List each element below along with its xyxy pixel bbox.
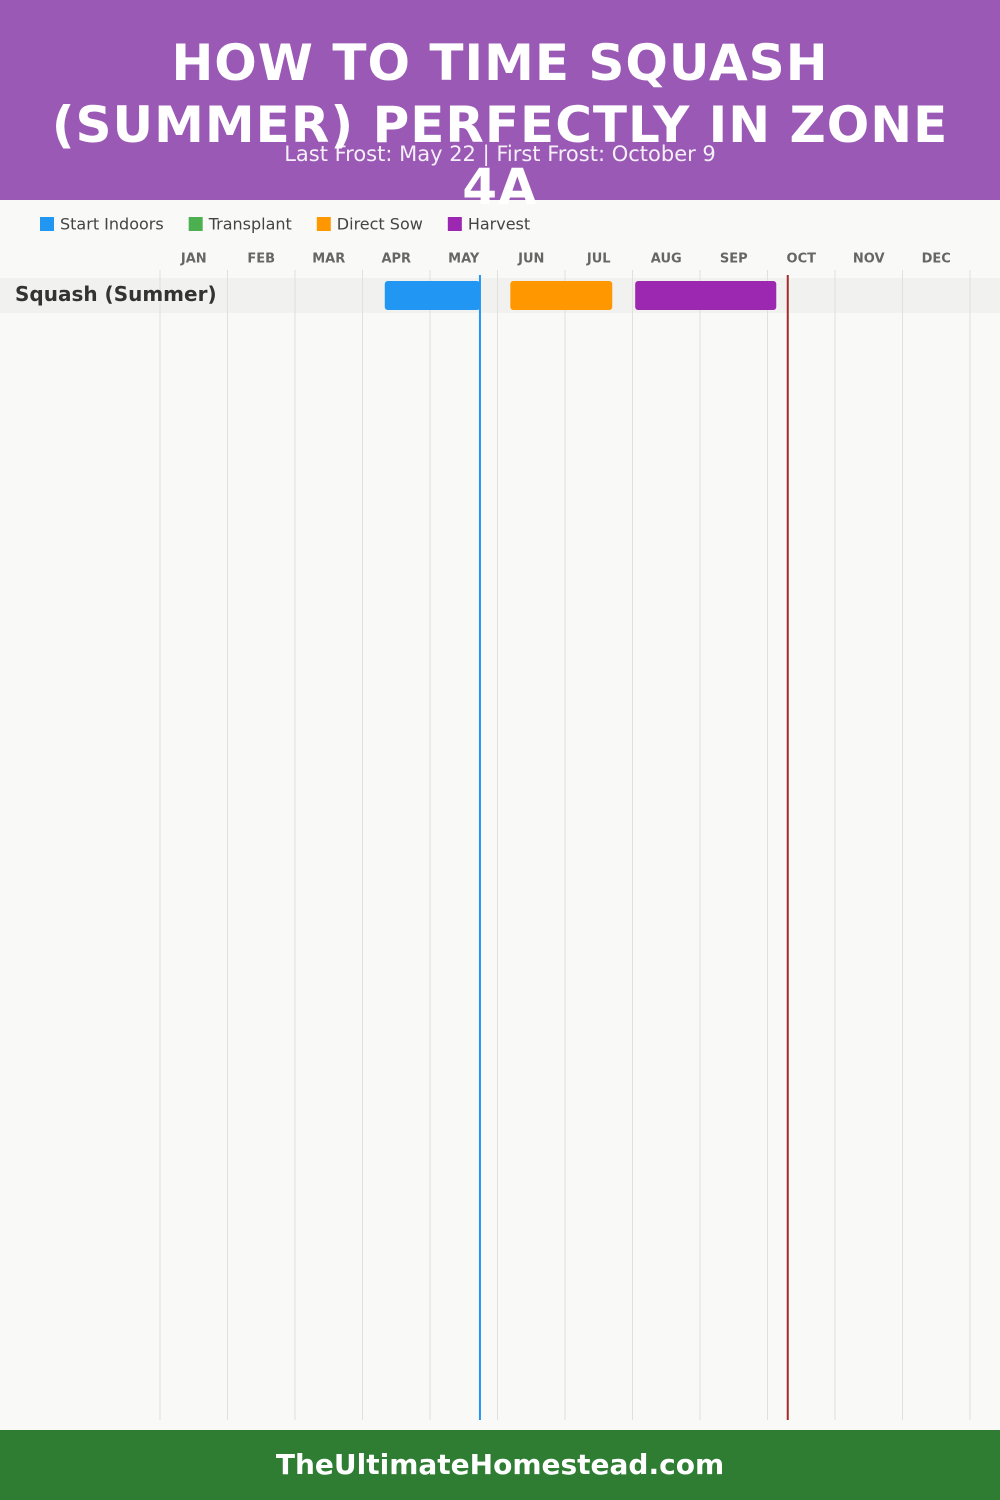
x-tick-label: DEC <box>922 252 951 267</box>
legend-swatch <box>447 217 462 231</box>
footer: TheUltimateHomestead.com <box>0 1430 1000 1500</box>
chart-subtitle: Last Frost: May 22 | First Frost: Octobe… <box>284 142 716 166</box>
bar <box>635 281 777 310</box>
x-tick-label: JUN <box>517 252 544 267</box>
row-label: Squash (Summer) <box>15 282 217 306</box>
x-tick-label: NOV <box>853 252 885 267</box>
bar <box>384 281 480 310</box>
x-tick-label: FEB <box>247 252 275 267</box>
row-band <box>0 278 1000 313</box>
legend-swatch <box>188 217 203 231</box>
x-tick-label: JAN <box>180 252 207 267</box>
x-tick-label: OCT <box>787 252 817 267</box>
legend-swatch <box>40 217 54 231</box>
x-tick-label: APR <box>381 252 411 267</box>
x-tick-label: MAY <box>448 252 480 267</box>
x-tick-label: SEP <box>720 252 748 267</box>
legend-label: Harvest <box>468 215 530 234</box>
legend-swatch <box>316 217 331 231</box>
x-tick-label: MAR <box>312 252 345 267</box>
legend-label: Start Indoors <box>60 215 164 234</box>
chart-title: HOW TO TIME SQUASH (SUMMER) PERFECTLY IN… <box>51 34 949 216</box>
legend-label: Direct Sow <box>337 215 423 234</box>
header <box>0 0 1000 200</box>
bar <box>510 281 613 310</box>
chart: Start Indoors Transplant Direct Sow Harvest… <box>0 215 1000 1420</box>
legend-label: Transplant <box>208 215 292 234</box>
x-tick-label: JUL <box>586 252 611 267</box>
x-tick-label: AUG <box>651 252 682 267</box>
